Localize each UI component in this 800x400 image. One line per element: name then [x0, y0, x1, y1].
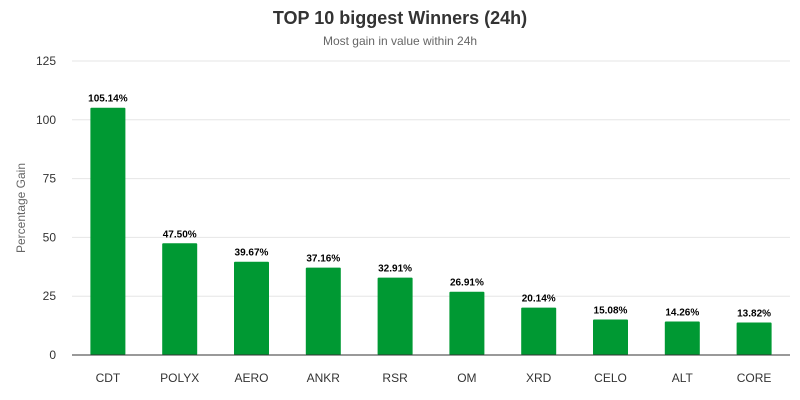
- bars: [90, 107, 772, 355]
- x-tick-label: CORE: [737, 371, 772, 385]
- bar-ankr: [305, 267, 341, 355]
- data-labels: 105.14% 47.50% 39.67% 37.16% 32.91% 26.91% 20.…: [88, 94, 771, 320]
- bar-celo: [593, 319, 628, 355]
- x-tick-label: POLYX: [160, 371, 199, 385]
- y-tick-label: 50: [43, 230, 57, 244]
- y-axis-ticks: 0 25 50 75 100 125: [36, 54, 56, 362]
- data-label: 13.82%: [737, 308, 771, 319]
- y-tick-label: 100: [36, 113, 56, 127]
- data-label: 47.50%: [163, 229, 197, 240]
- chart-title: TOP 10 biggest Winners (24h): [272, 8, 528, 28]
- x-tick-label: ANKR: [307, 371, 341, 385]
- x-tick-label: RSR: [382, 371, 408, 385]
- bar-polyx: [162, 243, 198, 355]
- bar-xrd: [521, 307, 557, 355]
- x-tick-label: CDT: [96, 371, 121, 385]
- bar-aero: [234, 261, 269, 355]
- data-label: 20.14%: [522, 294, 556, 305]
- data-label: 15.08%: [594, 306, 628, 317]
- x-tick-label: AERO: [234, 371, 268, 385]
- data-label: 105.14%: [88, 94, 128, 105]
- data-label: 37.16%: [306, 254, 340, 265]
- bar-om: [449, 291, 485, 355]
- data-label: 39.67%: [235, 248, 269, 259]
- bar-cdt: [90, 107, 126, 355]
- bar-core: [736, 322, 772, 355]
- y-tick-label: 25: [43, 289, 57, 303]
- y-tick-label: 0: [49, 348, 56, 362]
- y-axis-title: Percentage Gain: [14, 163, 28, 253]
- x-tick-label: ALT: [672, 371, 694, 385]
- grid-lines: [72, 60, 790, 297]
- chart-subtitle: Most gain in value within 24h: [322, 34, 478, 48]
- y-tick-label: 125: [36, 54, 56, 68]
- x-tick-label: XRD: [526, 371, 552, 385]
- bar-alt: [664, 321, 700, 355]
- y-tick-label: 75: [43, 172, 57, 186]
- data-label: 26.91%: [450, 278, 484, 289]
- bar-rsr: [377, 277, 413, 355]
- data-label: 32.91%: [378, 264, 412, 275]
- data-label: 14.26%: [665, 307, 699, 318]
- x-tick-label: OM: [457, 371, 476, 385]
- x-tick-label: CELO: [594, 371, 627, 385]
- x-axis-ticks: CDT POLYX AERO ANKR RSR OM XRD CELO ALT CORE: [96, 371, 772, 385]
